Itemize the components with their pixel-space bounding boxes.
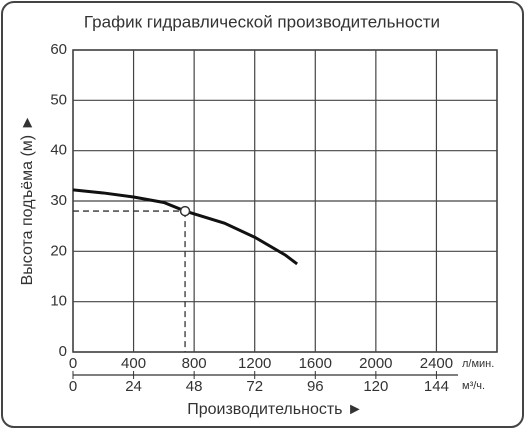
chart-title: График гидравлической производительности: [84, 12, 440, 31]
y-tick-label: 20: [50, 242, 67, 259]
x-tick-label: 2000: [359, 355, 392, 372]
x-tick-label: 800: [182, 355, 207, 372]
y-tick-label: 50: [50, 91, 67, 108]
x2-tick-label: 144: [424, 378, 449, 395]
x2-tick-label: 0: [69, 378, 77, 395]
y-tick-label: 0: [59, 343, 67, 360]
x-tick-label: 400: [121, 355, 146, 372]
operating-point: [179, 205, 191, 217]
y-axis-label: Высота подъёма (м) ►: [19, 115, 36, 286]
x2-tick-label: 96: [307, 378, 324, 395]
y-tick-label: 30: [50, 192, 67, 209]
y-tick-label: 40: [50, 142, 67, 159]
x-tick-label: 1600: [299, 355, 332, 372]
x2-tick-label: 24: [125, 378, 142, 395]
x-tick-label: 2400: [420, 355, 453, 372]
y-tick-label: 60: [50, 41, 67, 58]
x-tick-label: 0: [69, 355, 77, 372]
x-unit: л/мин.: [462, 358, 494, 370]
x2-tick-label: 48: [186, 378, 203, 395]
x2-unit: м³/ч.: [462, 380, 485, 392]
y-tick-label: 10: [50, 293, 67, 310]
x-tick-label: 1200: [238, 355, 271, 372]
x-axis-label: Производительность ►: [187, 401, 363, 418]
x2-tick-label: 120: [363, 378, 388, 395]
x2-tick-label: 72: [246, 378, 263, 395]
